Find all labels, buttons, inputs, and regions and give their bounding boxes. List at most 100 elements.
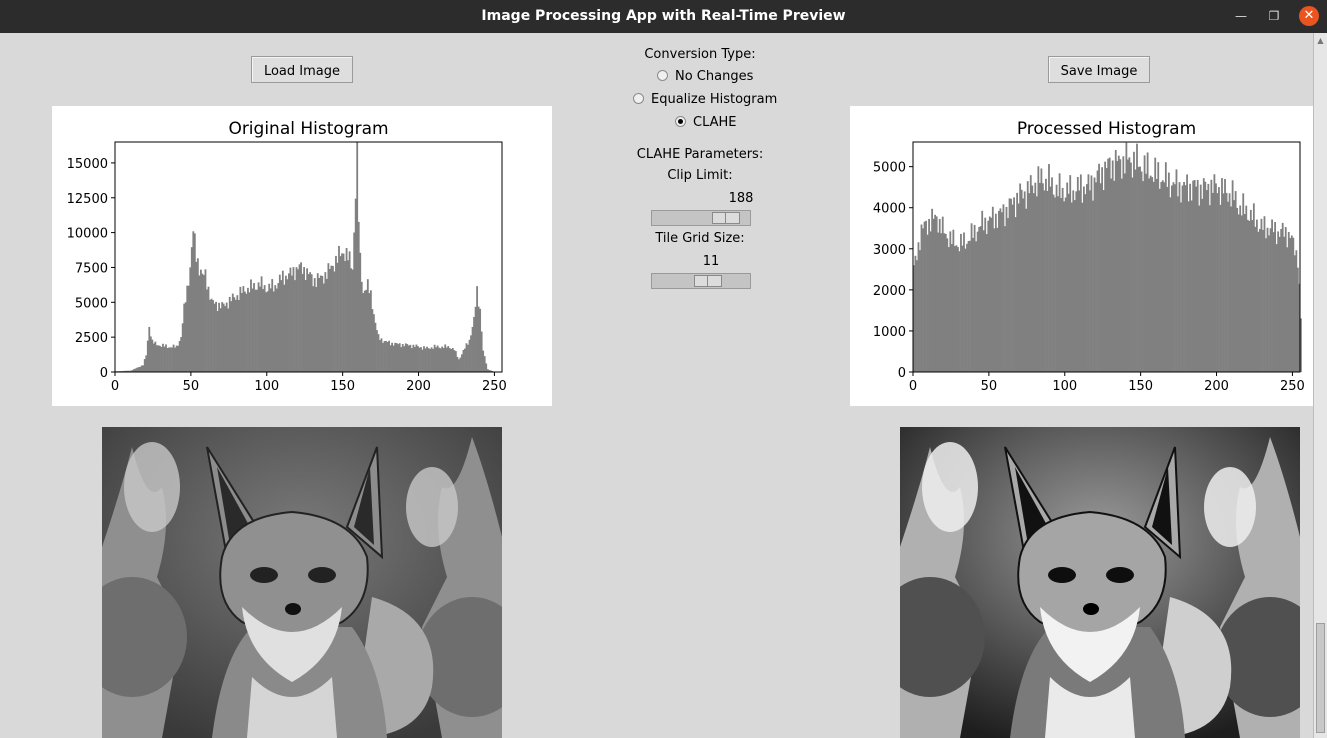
histogram-bar (1099, 183, 1102, 372)
histogram-bar (991, 206, 994, 372)
histogram-bar (1061, 187, 1064, 372)
radio-clahe[interactable]: CLAHE (675, 115, 737, 130)
histogram-bar (949, 231, 952, 372)
histogram-bar (1296, 267, 1299, 372)
histogram-bar (1045, 178, 1047, 372)
histogram-bar (916, 260, 918, 372)
histogram-bar (1117, 155, 1120, 372)
histogram-bar (1252, 203, 1255, 372)
load-image-button[interactable]: Load Image (251, 56, 353, 83)
histogram-bar (957, 247, 959, 372)
close-icon[interactable]: ✕ (1299, 6, 1319, 26)
histogram-bar (398, 343, 401, 372)
histogram-bar (178, 340, 181, 372)
histogram-bar (356, 142, 359, 372)
histogram-bar (1233, 200, 1236, 372)
histogram-bar (1017, 203, 1020, 372)
histogram-bar (295, 267, 298, 372)
title-bar: Image Processing App with Real-Time Prev… (0, 0, 1327, 33)
histogram-bar (937, 232, 940, 372)
maximize-icon[interactable]: ❐ (1268, 9, 1280, 23)
processed-histogram-svg: Processed Histogram 0 50 100 150 200 250 0 1000 2… (873, 119, 1305, 394)
histogram-bar (1172, 182, 1175, 372)
histogram-bar (1010, 198, 1012, 372)
histogram-bar (215, 301, 217, 372)
histogram-bar (1028, 193, 1031, 372)
y-tick-label: 0 (898, 366, 906, 381)
chart-title: Original Histogram (228, 119, 388, 139)
histogram-bar (1019, 183, 1022, 372)
histogram-bar (1281, 222, 1284, 372)
histogram-bar (322, 283, 325, 372)
histogram-bar (1240, 215, 1243, 372)
histogram-bar (310, 274, 313, 372)
histogram-bar (1098, 163, 1100, 372)
histogram-bar (124, 370, 126, 372)
histogram-bar (1218, 187, 1220, 372)
histogram-bar (277, 283, 280, 372)
histogram-bar (139, 366, 142, 372)
histogram-bar (394, 342, 397, 372)
histogram-bar (1101, 167, 1103, 372)
radio-equalize-histogram[interactable]: Equalize Histogram (633, 92, 777, 107)
plot-frame (114, 141, 503, 373)
histogram-bar (973, 224, 976, 372)
histogram-bar (1090, 175, 1093, 372)
histogram-bar (376, 330, 378, 372)
histogram-bar (269, 288, 272, 372)
histogram-bar (233, 297, 236, 372)
histogram-bar (1289, 238, 1292, 372)
histogram-bar (1008, 198, 1011, 372)
histogram-bar (332, 266, 334, 372)
histogram-bar (1038, 182, 1041, 372)
histogram-bar (1300, 318, 1302, 372)
save-image-button[interactable]: Save Image (1048, 56, 1150, 83)
scroll-up-icon[interactable]: ▲ (1317, 36, 1324, 45)
histogram-bar (297, 269, 299, 372)
histogram-bar (1190, 200, 1193, 372)
clip-limit-slider[interactable] (651, 210, 751, 226)
slider-handle[interactable] (712, 212, 740, 224)
histogram-bar (162, 343, 164, 372)
histogram-bar (454, 351, 457, 372)
histogram-bar (461, 354, 463, 372)
histogram-bar (350, 268, 353, 372)
histogram-bar (1105, 168, 1108, 372)
histogram-bar (127, 370, 129, 372)
histogram-bar (221, 302, 224, 372)
minimize-icon[interactable]: — (1235, 9, 1247, 23)
histogram-bar (1216, 193, 1219, 372)
histogram-bar (306, 268, 309, 372)
histogram-bar (955, 245, 958, 372)
histogram-bar (389, 345, 392, 372)
histogram-bar (198, 275, 201, 372)
radio-no-changes[interactable]: No Changes (657, 69, 753, 84)
x-tick-label: 250 (482, 379, 507, 394)
histogram-bar (1169, 197, 1172, 372)
histogram-bar (1087, 174, 1090, 372)
histogram-bar (177, 345, 180, 372)
histogram-bar (360, 281, 363, 372)
histogram-bar (1249, 209, 1252, 372)
slider-handle[interactable] (694, 275, 722, 287)
histogram-bar (1213, 174, 1216, 372)
histogram-bar (970, 223, 973, 372)
tile-grid-slider[interactable] (651, 273, 751, 289)
histogram-bar (1154, 157, 1157, 372)
radio-label: CLAHE (693, 115, 737, 130)
y-tick-label: 2000 (873, 284, 906, 299)
histogram-bar (1122, 156, 1125, 372)
histogram-bar (1271, 219, 1273, 372)
histogram-bar (125, 370, 128, 372)
histogram-bar (248, 292, 251, 372)
histogram-bar (985, 234, 988, 372)
histogram-bar (354, 198, 357, 372)
histogram-bar (336, 262, 339, 372)
histogram-bar (280, 280, 283, 372)
histogram-bar (928, 218, 930, 372)
histogram-bar (1040, 168, 1043, 372)
vertical-scrollbar[interactable]: ▲ (1313, 33, 1327, 738)
scrollbar-thumb[interactable] (1316, 623, 1325, 733)
histogram-bar (142, 365, 145, 372)
histogram-bar (958, 251, 961, 372)
